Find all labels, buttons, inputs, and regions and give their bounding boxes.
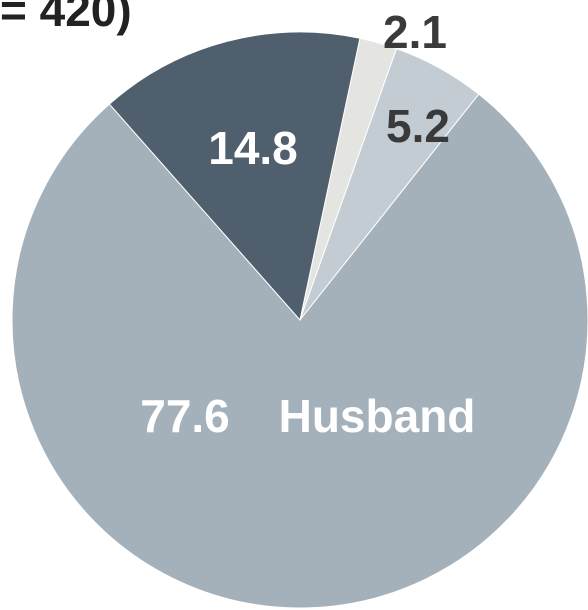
pie-slice xyxy=(108,31,361,322)
category-label: Husband xyxy=(279,390,476,442)
value-label: 77.6 xyxy=(140,390,230,442)
value-label: 2.1 xyxy=(383,6,447,58)
chart-title: = 420) xyxy=(0,0,132,36)
value-label: 14.8 xyxy=(208,122,298,174)
pie-slice xyxy=(11,93,588,609)
value-label: 5.2 xyxy=(386,100,450,152)
